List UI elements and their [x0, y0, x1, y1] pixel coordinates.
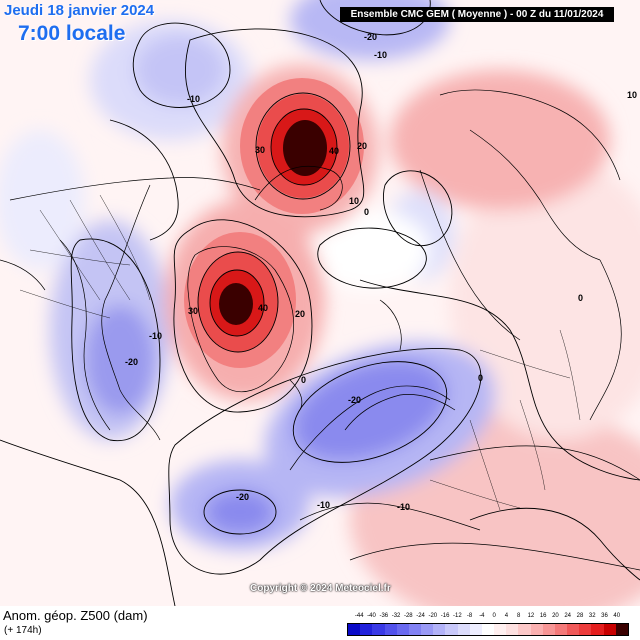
legend-swatch: [530, 624, 543, 635]
contour-label: -20: [125, 357, 138, 367]
copyright-notice: Copyright © 2024 Meteociel.fr: [250, 583, 391, 594]
legend-tick-label: -8: [466, 613, 473, 619]
contour-label: -10: [149, 331, 162, 341]
legend-tick-label: 4: [504, 613, 509, 619]
model-banner: Ensemble CMC GEM ( Moyenne ) - 00 Z du 1…: [340, 7, 614, 22]
legend-swatch: [603, 624, 616, 635]
contour-label: 40: [258, 303, 268, 313]
arctic-high-core: [240, 78, 364, 214]
legend-tick-label: 12: [527, 613, 535, 619]
legend-tick-label: 32: [588, 613, 596, 619]
contour-label: 20: [357, 141, 367, 151]
legend-tick-label: -12: [453, 613, 462, 619]
contour-label: 0: [301, 375, 306, 385]
contour-label: -20: [364, 32, 377, 42]
legend-swatch: [372, 624, 385, 635]
legend-tick-label: 36: [601, 613, 608, 619]
legend-swatch: [554, 624, 568, 635]
legend-tick-label: -16: [440, 613, 450, 619]
legend-swatch: [457, 624, 470, 635]
legend-tick-label: 28: [576, 613, 584, 619]
legend-swatch: [481, 624, 495, 635]
contour-label: 0: [478, 373, 483, 383]
legend-swatch: [506, 624, 519, 635]
legend-swatch: [421, 624, 434, 635]
legend-bar: [347, 623, 629, 636]
contour-label: 20: [295, 309, 305, 319]
contour-label: -10: [397, 502, 410, 512]
coastlines: [0, 89, 640, 571]
legend-tick-label: 0: [492, 613, 496, 619]
legend-swatch: [469, 624, 482, 635]
legend-tick-label: -20: [428, 613, 438, 619]
contour-label: -10: [187, 94, 200, 104]
legend-swatch: [567, 624, 580, 635]
legend-swatch: [396, 624, 409, 635]
contour-label: 0: [364, 207, 369, 217]
lead-time-label: (+ 174h): [4, 625, 42, 636]
legend-tick-label: -36: [379, 613, 389, 619]
contour-label: 10: [349, 196, 359, 206]
legend-swatch: [579, 624, 592, 635]
legend-swatch: [518, 624, 531, 635]
legend-swatch: [360, 624, 373, 635]
contour-label: -10: [374, 50, 387, 60]
legend-tick-label: -4: [479, 613, 485, 619]
legend-tick-label: 8: [516, 613, 521, 619]
anomaly-map: -20 -10 -10 30 40 20 10 0 -10 30 40 20 -…: [0, 0, 640, 606]
legend-swatch: [591, 624, 604, 635]
legend-swatch: [348, 624, 361, 635]
legend-swatch: [408, 624, 422, 635]
legend-tick-label: -24: [416, 613, 425, 619]
contour-label: 0: [578, 293, 583, 303]
contour-label: 30: [255, 145, 265, 155]
contour-lines: [0, 0, 640, 606]
contour-label: 10: [627, 90, 637, 100]
color-legend: -44 -40 -36 -32 -28 -24 -20 -16 -12 -8 -4 0 4 8 12 16 20…: [347, 613, 629, 636]
forecast-time: 7:00 locale: [18, 22, 126, 45]
legend-tick-label: 20: [552, 613, 559, 619]
legend-tick-label: -44: [354, 613, 364, 619]
forecast-date: Jeudi 18 janvier 2024: [4, 2, 155, 19]
contour-label: -20: [348, 395, 361, 405]
legend-ticks: -44 -40 -36 -32 -28 -24 -20 -16 -12 -8 -4 0 4 8 12 16 20…: [347, 613, 629, 623]
legend-swatch: [542, 624, 555, 635]
contour-label: -20: [236, 492, 249, 502]
legend-swatch: [433, 624, 446, 635]
political-borders: [19, 194, 581, 511]
contour-label: -10: [317, 500, 330, 510]
contour-label: 40: [329, 146, 339, 156]
legend-swatch: [494, 624, 507, 635]
legend-tick-label: -32: [391, 613, 401, 619]
legend-tick-label: 40: [613, 613, 621, 619]
legend-swatch: [445, 624, 458, 635]
contour-label: 30: [188, 306, 198, 316]
legend-swatch: [384, 624, 397, 635]
legend-swatch: [615, 624, 628, 635]
legend-tick-label: 24: [564, 613, 572, 619]
legend-tick-label: -28: [403, 613, 413, 619]
legend-tick-label: 16: [539, 613, 547, 619]
parameter-label: Anom. géop. Z500 (dam): [3, 608, 148, 623]
legend-tick-label: -40: [367, 613, 376, 619]
contour-labels: -20 -10 -10 30 40 20 10 0 -10 30 40 20 -…: [125, 32, 637, 512]
